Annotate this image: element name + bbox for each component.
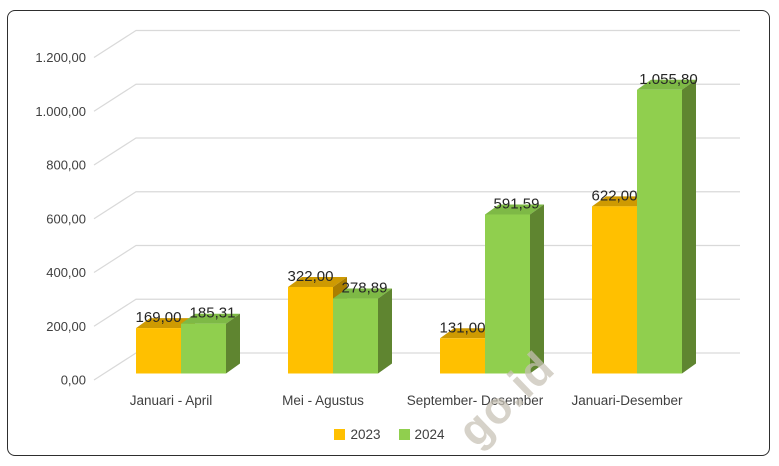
data-label-2023-2: 131,00 (440, 319, 486, 336)
bar-top-face-2023-0 (136, 318, 195, 329)
data-label-2023-3: 622,00 (592, 187, 638, 204)
bar-2023-1 (288, 286, 333, 374)
data-label-2024-1: 278,89 (342, 280, 388, 297)
bar-2023-0 (136, 328, 181, 374)
x-axis-category-label: Mei - Agustus (282, 393, 364, 408)
bar-top-face-2024-1 (333, 288, 392, 299)
legend-swatch-2024 (398, 429, 410, 440)
gridline (93, 83, 740, 112)
data-label-2024-3: 1.055,80 (639, 71, 697, 88)
bar-2024-1 (333, 298, 378, 374)
legend-item-2024: 2024 (398, 427, 445, 442)
legend-swatch-2023 (334, 429, 346, 440)
bar-2024-0 (181, 323, 226, 374)
data-label-2023-0: 169,00 (136, 309, 182, 326)
y-axis-tick-label: 0,00 (61, 373, 86, 388)
bar-side-face-2024-0 (226, 313, 240, 374)
bar-top-face-2023-1 (288, 276, 347, 287)
y-axis-tick-label: 1.200,00 (35, 50, 86, 65)
y-axis-tick-label: 1.000,00 (35, 104, 86, 119)
x-axis-category-label: September- Desember (407, 393, 544, 408)
data-label-2024-0: 185,31 (190, 305, 236, 322)
bar-2024-3 (637, 89, 682, 374)
bar-top-face-2024-2 (485, 204, 544, 215)
x-axis-category-label: Januari-Desember (571, 393, 683, 408)
gridline (93, 137, 740, 166)
data-label-2024-2: 591,59 (494, 196, 540, 213)
y-axis-tick-label: 600,00 (46, 211, 86, 226)
bar-2023-3 (592, 206, 637, 374)
gridline (93, 191, 740, 220)
bar-2024-2 (485, 214, 530, 374)
y-axis-tick-label: 400,00 (46, 265, 86, 280)
bar-top-face-2024-3 (637, 79, 696, 90)
bar-top-face-2023-3 (592, 196, 651, 207)
x-axis-category-label: Januari - April (130, 393, 213, 408)
chart-border (7, 10, 770, 456)
legend-label-2024: 2024 (414, 427, 445, 442)
chart-legend: 2023 2024 (0, 427, 779, 442)
bar-2023-2 (440, 338, 485, 374)
y-axis-tick-label: 800,00 (46, 158, 86, 173)
bar-top-face-2024-0 (181, 313, 240, 324)
bar-top-face-2023-2 (440, 328, 499, 339)
bar-side-face-2024-2 (530, 204, 544, 374)
bar-side-face-2024-1 (378, 288, 392, 374)
legend-label-2023: 2023 (350, 427, 381, 442)
gridline (93, 29, 740, 59)
bar-side-face-2024-3 (682, 79, 696, 374)
data-label-2023-1: 322,00 (288, 268, 334, 285)
y-axis-tick-label: 200,00 (46, 319, 86, 334)
legend-item-2023: 2023 (334, 427, 381, 442)
